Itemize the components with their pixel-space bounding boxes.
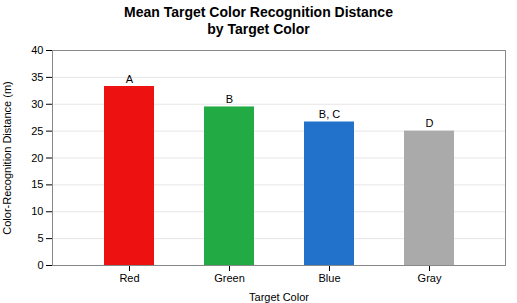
svg-text:Gray: Gray (418, 272, 442, 284)
svg-text:Red: Red (119, 272, 139, 284)
html-text:Mean Target Color Recognition: Mean Target Color Recognition Distance b… (124, 4, 393, 37)
svg-text:D: D (426, 117, 434, 129)
svg-text:Color-Recognition Distance (m): Color-Recognition Distance (m) (1, 81, 13, 234)
svg-text:0: 0 (37, 259, 43, 271)
svg-text:Blue: Blue (318, 272, 340, 284)
svg-text:25: 25 (31, 124, 43, 136)
svg-text:10: 10 (31, 205, 43, 217)
svg-text:A: A (126, 72, 134, 84)
svg-text:Target Color: Target Color (249, 290, 309, 302)
svg-text:B: B (226, 93, 233, 105)
svg-text:20: 20 (31, 151, 43, 163)
svg-text:15: 15 (31, 178, 43, 190)
svg-text:40: 40 (31, 44, 43, 56)
svg-text:35: 35 (31, 70, 43, 82)
svg-text:Green: Green (214, 272, 245, 284)
svg-text:5: 5 (37, 232, 43, 244)
svg-text:30: 30 (31, 97, 43, 109)
svg-text:B, C: B, C (319, 108, 340, 120)
